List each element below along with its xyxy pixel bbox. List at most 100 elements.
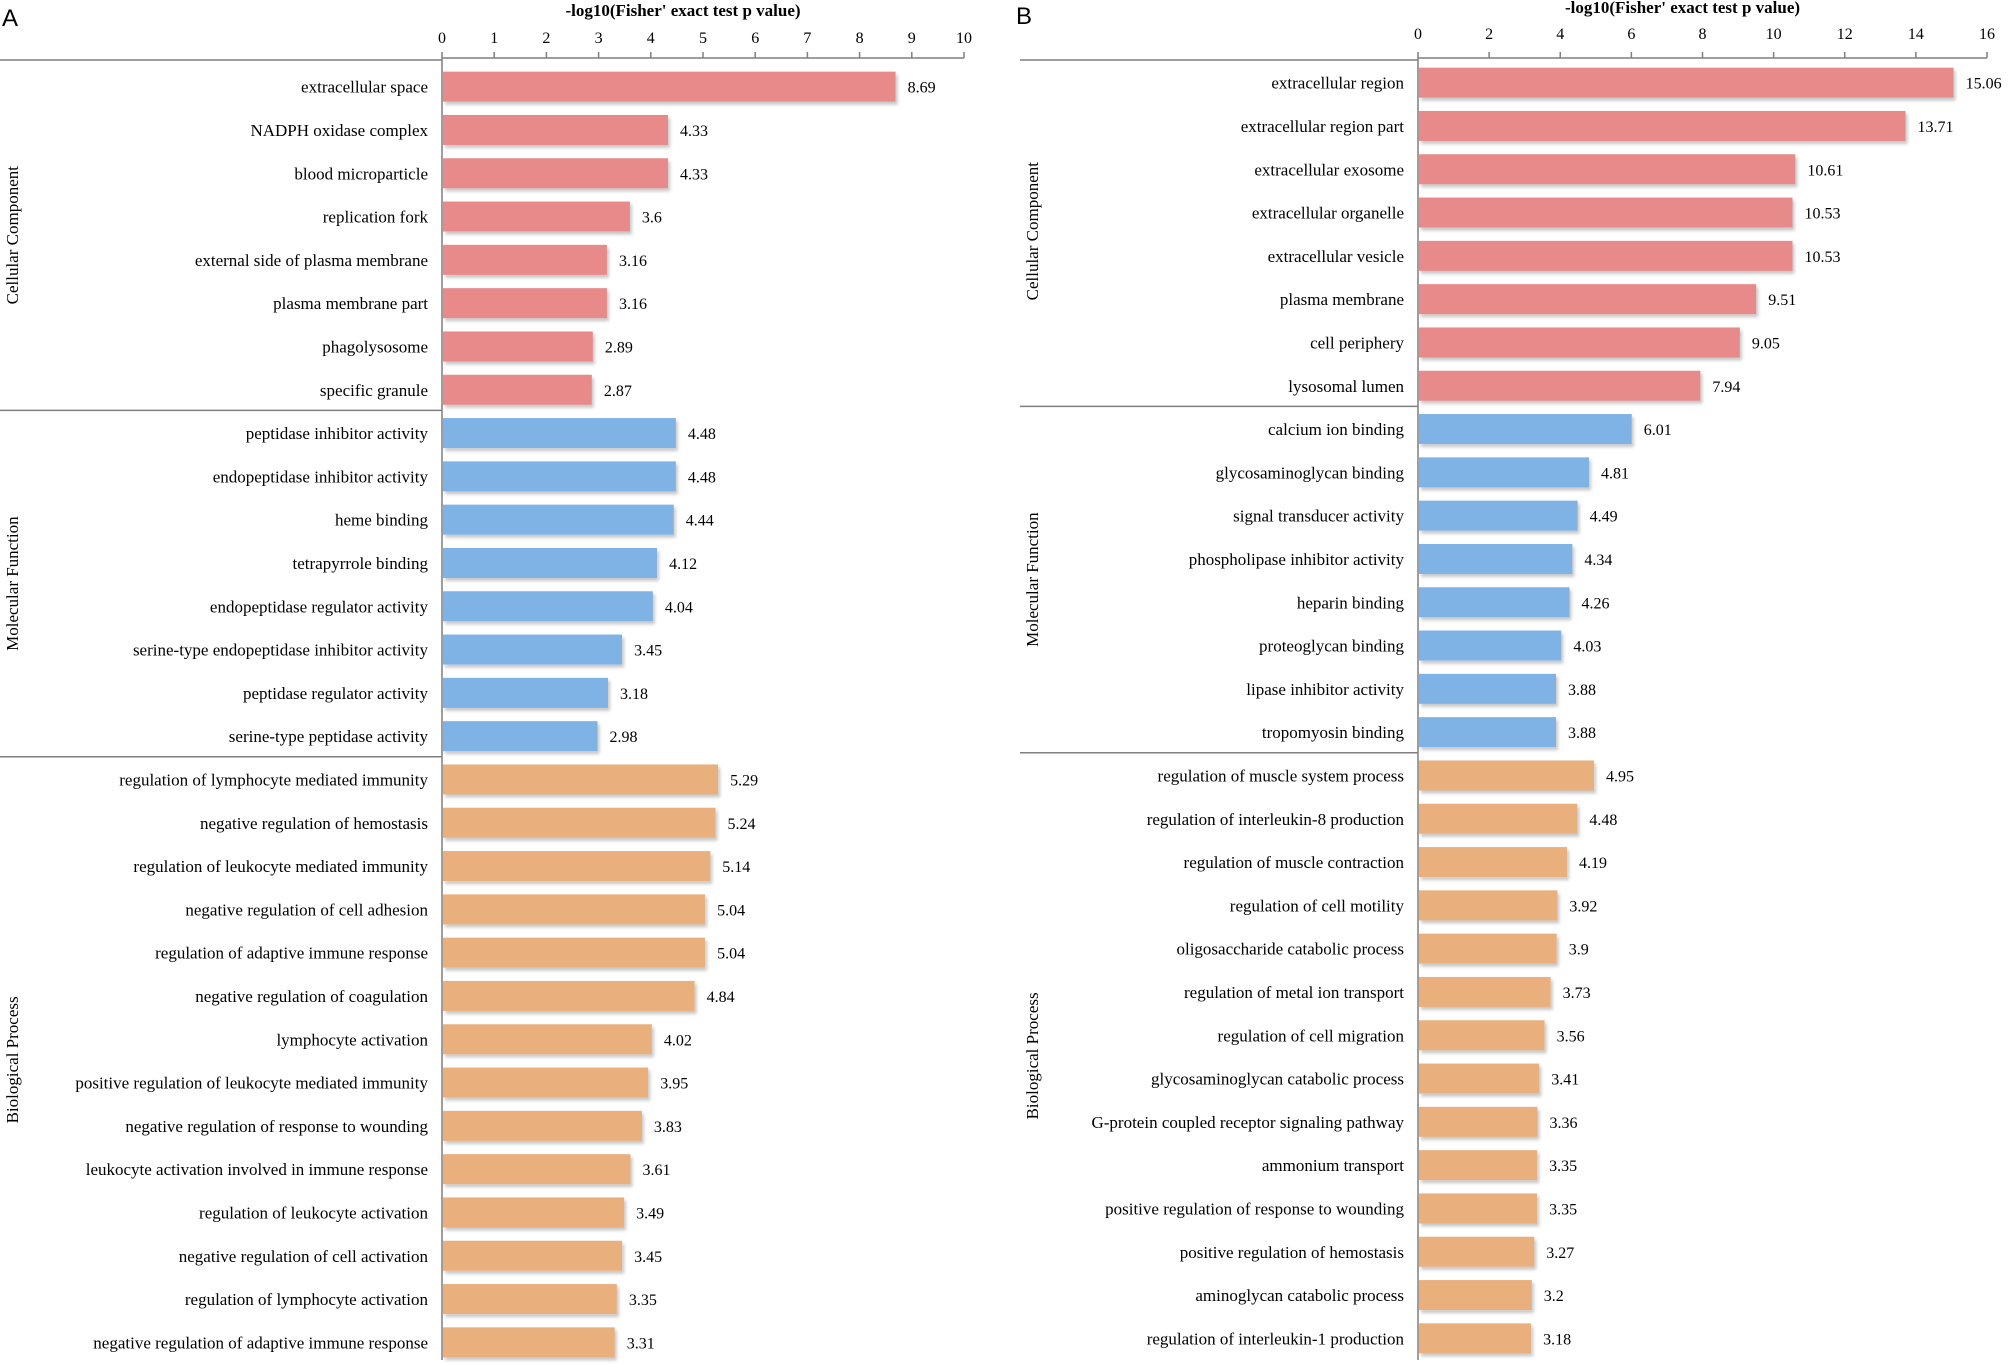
bar [443,461,676,492]
category-label: negative regulation of hemostasis [200,814,428,833]
value-label: 2.87 [604,383,632,400]
category-label: regulation of interleukin-1 production [1147,1329,1405,1348]
category-label: heparin binding [1297,593,1405,612]
category-label: regulation of lymphocyte activation [185,1290,429,1309]
value-label: 4.81 [1601,465,1629,482]
category-label: regulation of leukocyte activation [199,1203,428,1222]
value-label: 4.84 [707,989,735,1006]
bar [443,331,593,362]
bar [443,71,896,102]
value-label: 3.73 [1563,985,1591,1002]
bar [443,980,695,1011]
group-label: Molecular Function [1023,512,1042,647]
bar [443,1240,623,1271]
value-label: 4.49 [1590,509,1618,526]
group-label: Biological Process [3,996,22,1123]
category-label: endopeptidase regulator activity [210,597,429,616]
value-label: 3.61 [642,1162,670,1179]
category-label: negative regulation of response to wound… [125,1117,428,1136]
bar [443,1197,625,1228]
value-label: 6.01 [1644,422,1672,439]
bar [1419,370,1701,401]
x-tick-label: 2 [1485,26,1493,43]
value-label: 4.44 [686,513,714,530]
value-label: 3.56 [1557,1028,1585,1045]
category-label: phagolysosome [322,337,428,356]
bar [443,894,706,925]
value-label: 3.92 [1569,898,1597,915]
category-label: proteoglycan binding [1259,637,1404,656]
value-label: 3.45 [634,1249,662,1266]
bar [1419,847,1568,878]
category-label: replication fork [323,208,429,227]
category-label: ammonium transport [1262,1156,1404,1175]
x-tick-label: 0 [438,30,446,47]
value-label: 15.06 [1966,76,2002,93]
category-label: tropomyosin binding [1262,723,1405,742]
bar [1419,67,1954,98]
category-label: serine-type endopeptidase inhibitor acti… [133,641,429,660]
value-label: 4.12 [669,556,697,573]
bar [443,201,630,232]
x-tick-label: 8 [1699,26,1707,43]
category-label: serine-type peptidase activity [229,727,429,746]
bar [1419,1280,1532,1311]
bar [443,807,716,838]
value-label: 5.14 [722,859,750,876]
value-label: 2.98 [610,729,638,746]
value-label: 3.35 [1549,1201,1577,1218]
value-label: 4.03 [1573,639,1601,656]
value-label: 3.27 [1546,1245,1574,1262]
category-label: heme binding [335,511,429,530]
x-axis-title: -log10(Fisher' exact test p value) [1565,0,1800,17]
bar [443,547,658,578]
value-label: 9.51 [1768,292,1796,309]
value-label: 4.34 [1584,552,1612,569]
x-tick-label: 8 [856,30,864,47]
value-label: 3.45 [634,643,662,660]
category-label: regulation of interleukin-8 production [1147,810,1405,829]
x-axis-title: -log10(Fisher' exact test p value) [565,1,800,20]
category-label: peptidase inhibitor activity [246,424,429,443]
group-label: Cellular Component [3,166,22,305]
category-label: peptidase regulator activity [243,684,429,703]
category-label: G-protein coupled receptor signaling pat… [1091,1113,1404,1132]
value-label: 3.16 [619,253,647,270]
category-label: lipase inhibitor activity [1246,680,1404,699]
category-label: calcium ion binding [1268,420,1404,439]
bar [443,374,592,405]
value-label: 4.02 [664,1032,692,1049]
bar [443,504,674,535]
bar [443,158,669,189]
value-label: 4.33 [680,166,708,183]
category-label: negative regulation of cell adhesion [185,900,428,919]
value-label: 3.95 [660,1076,688,1093]
x-tick-label: 12 [1837,26,1853,43]
x-tick-label: 4 [647,30,655,47]
bar [1419,1020,1545,1051]
bar [1419,1323,1532,1354]
category-label: negative regulation of adaptive immune r… [93,1333,428,1352]
bar [443,1110,642,1141]
value-label: 3.18 [1543,1331,1571,1348]
category-label: negative regulation of coagulation [195,987,428,1006]
bar [443,1284,617,1315]
value-label: 4.04 [665,599,693,616]
category-label: positive regulation of leukocyte mediate… [75,1074,428,1093]
bar [443,244,607,275]
bar [443,288,607,319]
value-label: 5.29 [730,772,758,789]
value-label: 5.04 [717,946,745,963]
value-label: 9.05 [1752,335,1780,352]
x-tick-label: 7 [803,30,811,47]
value-label: 3.9 [1569,942,1589,959]
group-label: Cellular Component [1023,162,1042,301]
value-label: 4.95 [1606,768,1634,785]
bar [443,764,719,795]
category-label: plasma membrane part [273,294,428,313]
value-label: 4.48 [688,469,716,486]
value-label: 3.88 [1568,725,1596,742]
x-tick-label: 9 [908,30,916,47]
category-label: lysosomal lumen [1288,377,1404,396]
